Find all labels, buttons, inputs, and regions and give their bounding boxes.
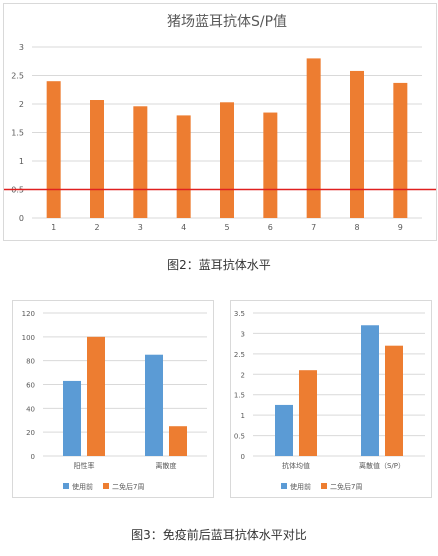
- y-tick-label: 3.5: [234, 310, 245, 318]
- x-tick-label: 9: [398, 223, 403, 232]
- legend-label: 二免后7周: [112, 482, 144, 491]
- bar: [393, 82, 408, 218]
- x-tick-label: 离散值（S/P）: [359, 461, 405, 470]
- bar: [90, 100, 104, 218]
- x-tick-label: 1: [51, 223, 56, 232]
- x-tick-label: 6: [268, 223, 273, 232]
- bar: [46, 81, 61, 218]
- y-tick-label: 80: [26, 358, 35, 366]
- legend-swatch: [63, 483, 69, 489]
- y-tick-label: 0: [19, 214, 24, 223]
- legend-swatch: [281, 483, 287, 489]
- bar: [263, 112, 278, 218]
- y-tick-label: 0: [31, 453, 35, 461]
- bar: [133, 106, 148, 218]
- bar: [361, 325, 379, 456]
- y-tick-label: 20: [26, 429, 35, 437]
- bar: [87, 336, 105, 456]
- chart-antibody-mean: 0 0.5 1 1.5 2 2.5 3 3.5 抗体均值 离散值（S/P） 使用前 二免后7周: [234, 310, 425, 491]
- y-tick-label: 0.5: [234, 433, 245, 441]
- legend-label: 使用前: [290, 482, 311, 491]
- x-tick-label: 3: [138, 223, 143, 232]
- y-tick-label: 2.5: [11, 72, 24, 81]
- y-tick-label: 3: [241, 330, 245, 338]
- x-tick-label: 2: [94, 223, 99, 232]
- x-tick-label: 5: [224, 223, 229, 232]
- x-tick-label: 抗体均值: [282, 461, 310, 470]
- bar: [176, 115, 191, 218]
- y-tick-label: 60: [26, 382, 35, 390]
- chart-title: 猪场蓝耳抗体S/P值: [167, 14, 287, 30]
- bar: [306, 58, 321, 219]
- legend-label: 二免后7周: [330, 482, 362, 491]
- y-tick-label: 1.5: [234, 392, 245, 400]
- y-tick-label: 2: [19, 100, 24, 109]
- x-tick-label: 离散度: [156, 461, 177, 470]
- y-tick-label: 100: [22, 334, 35, 342]
- y-tick-label: 2.5: [234, 351, 245, 359]
- y-tick-label: 3: [19, 43, 24, 52]
- legend-swatch: [321, 483, 327, 489]
- bar: [220, 102, 234, 218]
- legend-swatch: [103, 483, 109, 489]
- bar: [385, 345, 403, 456]
- bar: [299, 370, 317, 456]
- bar: [275, 404, 293, 456]
- x-tick-label: 4: [181, 223, 186, 232]
- chart-panel-positive-rate: 0 20 40 60 80 100 120 阳性率 离散度使用前 二免后7周: [12, 300, 214, 498]
- legend-label: 使用前: [72, 482, 93, 491]
- x-tick-label: 阳性率: [74, 461, 95, 470]
- y-tick-label: 1: [241, 412, 245, 420]
- figure-3-caption: 图3：免疫前后蓝耳抗体水平对比: [131, 528, 307, 542]
- x-tick-label: 7: [311, 223, 316, 232]
- x-tick-label: 8: [354, 223, 359, 232]
- y-tick-label: 0: [241, 453, 245, 461]
- y-tick-label: 2: [241, 371, 245, 379]
- figure-2-caption: 图2：蓝耳抗体水平: [167, 258, 271, 272]
- bar: [350, 70, 364, 218]
- y-tick-label: 120: [22, 310, 35, 318]
- y-tick-label: 1.5: [11, 129, 24, 138]
- chart-panel-antibody-mean: 0 0.5 1 1.5 2 2.5 3 3.5 抗体均值 离散值（S/P） 使用前 二免后7周: [230, 300, 432, 498]
- bar: [169, 426, 187, 456]
- bar: [63, 380, 81, 456]
- y-tick-label: 40: [26, 405, 35, 413]
- bar: [145, 354, 163, 456]
- y-tick-label: 1: [19, 157, 24, 166]
